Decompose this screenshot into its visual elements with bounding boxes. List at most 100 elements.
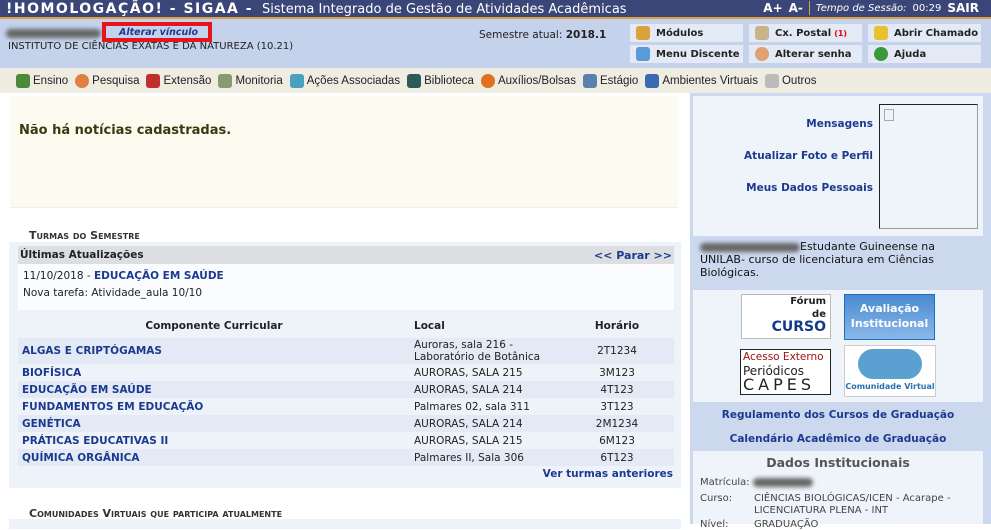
cx-postal-button[interactable]: Cx. Postal (1) — [749, 24, 862, 42]
mail-badge: (1) — [834, 28, 848, 38]
comunidade-virtual-banner[interactable]: Comunidade Virtual — [844, 345, 936, 397]
alterar-vinculo-link[interactable]: Alterar vínculo — [119, 27, 199, 38]
news-empty-text: Não há notícias cadastradas. — [19, 123, 232, 138]
redacted-username — [6, 29, 101, 38]
main-menu: Ensino Pesquisa Extensão Monitoria Ações… — [0, 68, 991, 93]
bell-icon — [874, 26, 888, 40]
person-icon — [480, 73, 495, 88]
course-location: Palmares 02, sala 311 — [414, 400, 530, 413]
turmas-section-title: Turmas do Semestre — [29, 229, 140, 242]
course-schedule: 3M123 — [599, 366, 635, 379]
course-schedule: 6M123 — [599, 434, 635, 447]
session-time: 00:29 — [912, 2, 942, 14]
abrir-chamado-button[interactable]: Abrir Chamado — [868, 24, 981, 42]
modules-icon — [636, 26, 650, 40]
course-link[interactable]: BIOFÍSICA — [22, 366, 82, 379]
board-icon — [218, 73, 233, 88]
course-location: AURORAS, SALA 215 — [414, 434, 523, 447]
font-increase-button[interactable]: A+ — [763, 1, 783, 15]
turmas-panel: Últimas Atualizações << Parar >> 11/10/2… — [9, 242, 681, 488]
user-info: Alterar vínculo INSTITUTO DE CIÊNCIAS EX… — [0, 19, 991, 68]
gift-icon — [146, 73, 161, 88]
people-icon — [858, 349, 922, 379]
course-schedule: 2M1234 — [595, 417, 639, 430]
system-title: !HOMOLOGAÇÃO! - SIGAA - — [6, 1, 254, 17]
printer-icon — [764, 73, 779, 88]
course-link[interactable]: PRÁTICAS EDUCATIVAS II — [22, 434, 169, 447]
menu-estagio[interactable]: Estágio — [582, 73, 638, 88]
menu-auxilios-bolsas[interactable]: Auxílios/Bolsas — [480, 73, 576, 88]
turmas-table: Componente Curricular Local Horário ALGAS … — [18, 314, 674, 466]
font-decrease-button[interactable]: A- — [788, 1, 803, 15]
calendario-link[interactable]: Calendário Acadêmico de Graduação — [729, 433, 947, 445]
update-course-link[interactable]: EDUCAÇÃO EM SAÚDE — [94, 270, 224, 282]
menu-ambientes-virtuais[interactable]: Ambientes Virtuais — [645, 73, 758, 88]
course-location: AURORAS, SALA 215 — [414, 366, 523, 379]
banners: Fórum de CURSO Avaliação Institucional Aces… — [693, 290, 983, 402]
course-location: AURORAS, SALA 214 — [414, 383, 523, 396]
course-location: AURORAS, SALA 214 — [414, 417, 523, 430]
unit-name: INSTITUTO DE CIÊNCIAS EXATAS E DA NATURE… — [8, 41, 294, 52]
course-schedule: 2T1234 — [597, 345, 637, 357]
menu-outros[interactable]: Outros — [764, 73, 817, 88]
ajuda-button[interactable]: Ajuda — [868, 45, 981, 63]
course-link[interactable]: ALGAS E CRIPTÓGAMAS — [22, 345, 162, 357]
capes-banner[interactable]: Acesso Externo Periódicos CAPES — [740, 349, 831, 395]
books-icon — [16, 73, 30, 88]
badge-icon — [582, 73, 597, 88]
menu-discente-button[interactable]: Menu Discente — [630, 45, 743, 63]
table-row: EDUCAÇÃO EM SAÚDE AURORAS, SALA 214 4T123 — [18, 381, 674, 398]
table-row: GENÉTICA AURORAS, SALA 214 2M1234 — [18, 415, 674, 432]
menu-monitoria[interactable]: Monitoria — [218, 73, 283, 88]
tree-icon — [636, 47, 650, 61]
atualizar-foto-link[interactable]: Atualizar Foto e Perfil — [744, 150, 873, 162]
update-date: 11/10/2018 - — [23, 270, 91, 282]
course-location: Auroras, sala 216 - Laboratório de Botân… — [414, 339, 541, 363]
mailbox-icon — [755, 26, 769, 40]
news-box: Não há notícias cadastradas. — [10, 96, 678, 208]
course-location: Palmares II, Sala 306 — [414, 451, 524, 464]
semester-value: 2018.1 — [565, 29, 607, 41]
table-row: BIOFÍSICA AURORAS, SALA 215 3M123 — [18, 364, 674, 381]
table-row: FUNDAMENTOS EM EDUCAÇÃO Palmares 02, sala… — [18, 398, 674, 415]
library-icon — [407, 73, 422, 88]
course-link[interactable]: EDUCAÇÃO EM SAÚDE — [22, 383, 152, 396]
menu-extensao[interactable]: Extensão — [146, 73, 211, 88]
stop-ticker-link[interactable]: << Parar >> — [594, 248, 672, 262]
course-link[interactable]: FUNDAMENTOS EM EDUCAÇÃO — [22, 400, 204, 413]
ver-turmas-anteriores-link[interactable]: Ver turmas anteriores — [542, 468, 673, 480]
flask-icon — [75, 73, 90, 88]
profile-box: Mensagens Atualizar Foto e Perfil Meus D… — [693, 96, 983, 236]
network-icon — [645, 73, 660, 88]
course-link[interactable]: GENÉTICA — [22, 417, 81, 430]
modulos-button[interactable]: Módulos — [630, 24, 743, 42]
meus-dados-link[interactable]: Meus Dados Pessoais — [746, 182, 873, 194]
profile-photo — [879, 104, 978, 229]
table-row: QUÍMICA ORGÂNICA Palmares II, Sala 306 6T1… — [18, 449, 674, 466]
table-row: PRÁTICAS EDUCATIVAS II AURORAS, SALA 215 6… — [18, 432, 674, 449]
course-schedule: 6T123 — [600, 451, 634, 464]
broken-image-icon — [884, 109, 894, 121]
curso-value: CIÊNCIAS BIOLÓGICAS/ICEN - Acarape - LIC… — [754, 493, 951, 516]
session-label: Tempo de Sessão: — [815, 2, 907, 14]
table-row: ALGAS E CRIPTÓGAMAS Auroras, sala 216 - L… — [18, 338, 674, 364]
update-text: Nova tarefa: Atividade_aula 10/10 — [23, 287, 203, 299]
course-schedule: 4T123 — [600, 383, 634, 396]
forum-curso-banner[interactable]: Fórum de CURSO — [741, 294, 831, 339]
mensagens-link[interactable]: Mensagens — [806, 118, 873, 130]
user-icon — [755, 47, 769, 61]
profile-bio: Estudante Guineense na UNILAB- curso de … — [700, 240, 935, 279]
menu-pesquisa[interactable]: Pesquisa — [75, 73, 139, 88]
menu-ensino[interactable]: Ensino — [16, 73, 68, 88]
logout-button[interactable]: SAIR — [947, 1, 979, 15]
help-icon — [874, 47, 888, 61]
course-schedule: 3T123 — [600, 400, 634, 413]
dados-institucionais: Dados Institucionais Matrícula: Curso: C… — [693, 451, 983, 530]
course-link[interactable]: QUÍMICA ORGÂNICA — [22, 451, 140, 464]
regulamento-link[interactable]: Regulamento dos Cursos de Graduação — [721, 409, 955, 421]
menu-acoes-associadas[interactable]: Ações Associadas — [289, 73, 400, 88]
menu-biblioteca[interactable]: Biblioteca — [407, 73, 474, 88]
alterar-senha-button[interactable]: Alterar senha — [749, 45, 862, 63]
top-bar: !HOMOLOGAÇÃO! - SIGAA - Sistema Integrad… — [0, 0, 991, 19]
avaliacao-institucional-banner[interactable]: Avaliação Institucional — [844, 294, 935, 340]
